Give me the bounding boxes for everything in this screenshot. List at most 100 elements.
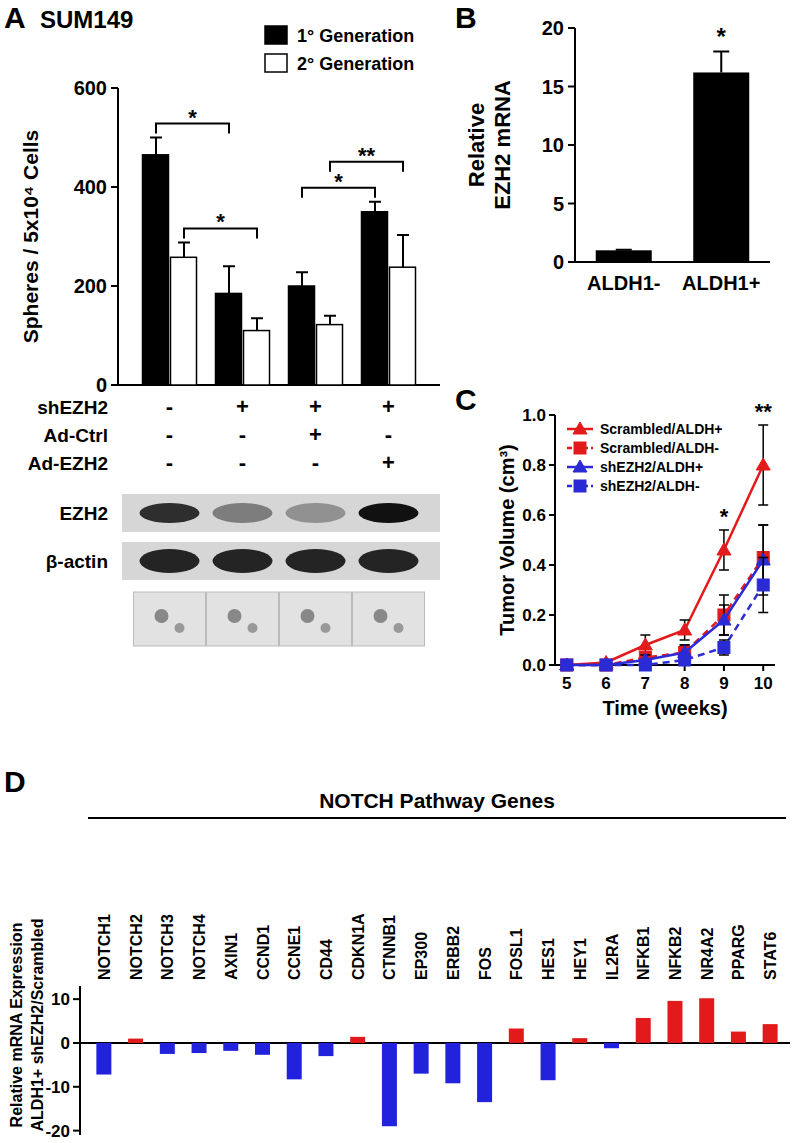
sphere-image xyxy=(248,623,258,633)
condition-sign: + xyxy=(309,422,322,447)
y-tick xyxy=(111,186,118,188)
x-tick-label: FOSL1 xyxy=(508,928,525,980)
condition-sign: - xyxy=(385,422,392,447)
legend-label: shEZH2/ALDH- xyxy=(600,478,700,494)
condition-sign: - xyxy=(239,450,246,475)
error-bar xyxy=(369,202,381,212)
error-bar xyxy=(397,235,409,267)
y-tick xyxy=(549,464,555,466)
blot-band xyxy=(359,503,419,523)
bar xyxy=(382,1043,397,1126)
y-tick xyxy=(568,86,575,88)
y-tick xyxy=(568,27,575,29)
figure: ASUM1490200400600Spheres / 5x10⁴ Cells1°… xyxy=(0,0,796,1143)
marker xyxy=(600,659,612,671)
condition-sign: - xyxy=(166,422,173,447)
x-tick-label: 7 xyxy=(641,674,650,693)
x-tick-label: 6 xyxy=(601,674,610,693)
x-tick-label: NOTCH1 xyxy=(96,914,113,980)
sphere-image xyxy=(175,623,185,633)
bar xyxy=(477,1043,492,1102)
bar xyxy=(143,155,169,385)
condition-label: Ad-Ctrl xyxy=(44,425,108,446)
series-line xyxy=(567,465,763,665)
bar xyxy=(541,1043,556,1080)
marker xyxy=(600,659,612,671)
legend-marker xyxy=(573,422,587,434)
title-bracket xyxy=(88,817,786,819)
bar xyxy=(596,250,652,262)
panel-letter: B xyxy=(455,1,477,34)
panel-letter: D xyxy=(4,765,26,798)
y-tick-label: 10 xyxy=(51,990,70,1009)
condition-sign: + xyxy=(236,394,249,419)
x-tick-label: AXIN1 xyxy=(223,933,240,980)
error-bar xyxy=(324,316,336,325)
bar xyxy=(699,998,714,1043)
legend-marker xyxy=(574,480,586,492)
condition-sign: - xyxy=(312,450,319,475)
bar xyxy=(362,212,388,385)
error-bar xyxy=(758,558,768,613)
significance-label: * xyxy=(188,105,197,130)
y-axis xyxy=(554,415,556,665)
micrograph xyxy=(207,592,279,646)
legend-label: 2° Generation xyxy=(297,54,414,74)
y-axis-title: Spheres / 5x10⁴ Cells xyxy=(19,130,42,344)
y-tick-label: 0.0 xyxy=(522,656,546,675)
x-tick-label: FOS xyxy=(477,947,494,980)
blot-background xyxy=(122,494,440,532)
y-tick xyxy=(73,1130,80,1132)
panel-letter: C xyxy=(455,383,477,416)
x-tick-label: HES1 xyxy=(540,938,557,980)
y-tick-label: -10 xyxy=(45,1078,70,1097)
marker xyxy=(717,543,731,555)
bar xyxy=(223,1043,238,1051)
bar xyxy=(731,1032,746,1043)
legend-label: Scrambled/ALDH- xyxy=(600,440,719,456)
bar xyxy=(244,331,270,385)
legend-marker xyxy=(574,442,586,454)
x-axis-title: Time (weeks) xyxy=(602,697,727,719)
plot-area xyxy=(143,138,416,386)
y-tick-label: 600 xyxy=(74,77,107,99)
sphere-image xyxy=(321,623,331,633)
bar xyxy=(445,1043,460,1083)
y-tick xyxy=(568,261,575,263)
bar xyxy=(414,1043,429,1074)
bar xyxy=(289,286,315,385)
x-tick-label: CD44 xyxy=(318,939,335,980)
blot-band xyxy=(213,549,273,573)
x-tick-label: EP300 xyxy=(413,932,430,980)
sphere-image xyxy=(394,623,404,633)
bar xyxy=(667,1001,682,1043)
title: NOTCH Pathway Genes xyxy=(319,789,555,812)
marker xyxy=(561,659,573,671)
micrograph xyxy=(134,592,206,646)
y-tick-label: 0.6 xyxy=(522,506,546,525)
x-tick-label: CTNNB1 xyxy=(381,915,398,980)
x-tick-label: CCNE1 xyxy=(286,926,303,980)
marker xyxy=(678,623,692,635)
condition-sign: + xyxy=(382,450,395,475)
significance-label: * xyxy=(720,504,729,529)
significance-label: ** xyxy=(358,143,376,168)
bar xyxy=(216,293,242,385)
micrograph xyxy=(353,592,425,646)
y-axis-title: ALDH1+ shEZH2/Scrambled xyxy=(29,919,46,1132)
x-tick-label: 5 xyxy=(562,674,571,693)
y-tick xyxy=(549,664,555,666)
x-tick-label: NFKB2 xyxy=(667,927,684,980)
y-tick-label: 200 xyxy=(74,275,107,297)
y-tick-label: 0.4 xyxy=(522,556,546,575)
blot-background xyxy=(122,542,440,580)
title: SUM149 xyxy=(40,6,133,33)
y-tick xyxy=(549,414,555,416)
bar xyxy=(693,72,749,262)
y-tick xyxy=(549,614,555,616)
y-tick-label: 10 xyxy=(542,134,564,156)
y-tick xyxy=(568,203,575,205)
y-axis-title: Relative xyxy=(464,103,489,187)
x-tick-label: NOTCH4 xyxy=(191,914,208,980)
y-tick-label: 5 xyxy=(553,193,564,215)
